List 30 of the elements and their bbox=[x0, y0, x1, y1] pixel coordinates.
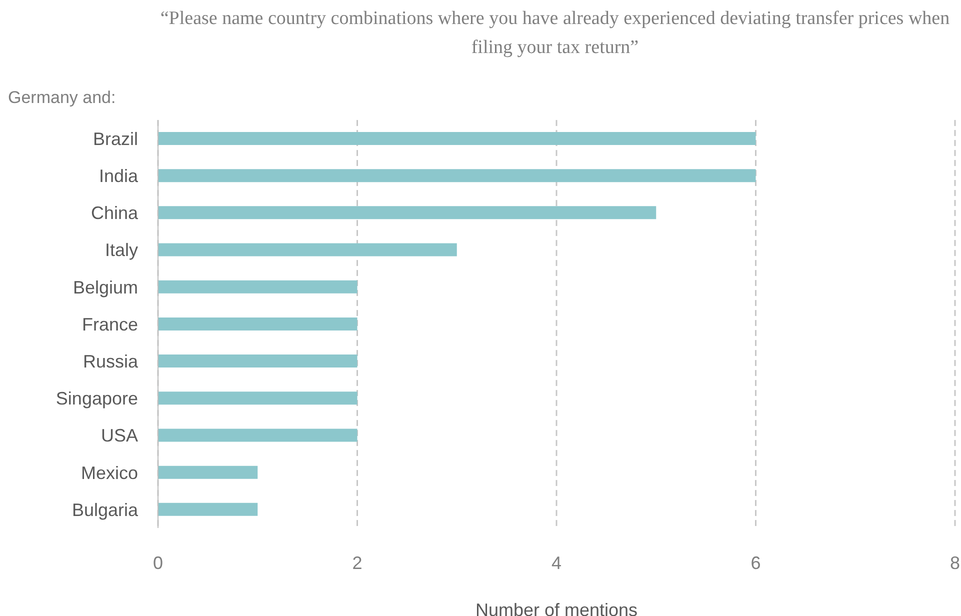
y-tick-label: Russia bbox=[82, 351, 139, 372]
x-tick-label: 2 bbox=[352, 552, 362, 573]
y-tick-label: Mexico bbox=[80, 462, 138, 483]
x-tick-label: 8 bbox=[950, 552, 960, 573]
y-tick-label: Belgium bbox=[72, 277, 138, 298]
y-tick-label: Italy bbox=[104, 240, 138, 260]
y-tick-label: Singapore bbox=[56, 388, 138, 409]
bar bbox=[158, 502, 258, 516]
bar bbox=[158, 466, 258, 479]
y-tick-label: USA bbox=[100, 426, 138, 446]
y-tick-label: Bulgaria bbox=[72, 500, 139, 520]
x-tick-label: 4 bbox=[551, 552, 562, 573]
bar bbox=[158, 132, 756, 145]
bar bbox=[158, 169, 756, 182]
bar bbox=[158, 206, 656, 220]
bar bbox=[158, 243, 457, 256]
y-axis-title: Germany and: bbox=[8, 88, 116, 108]
y-tick-label: India bbox=[98, 166, 139, 186]
x-axis-title: Number of mentions bbox=[475, 600, 638, 616]
bar bbox=[158, 392, 358, 405]
x-tick-label: 6 bbox=[750, 552, 761, 573]
bar bbox=[158, 317, 358, 330]
y-tick-label: China bbox=[90, 203, 139, 224]
x-tick-label: 0 bbox=[152, 552, 164, 573]
bar bbox=[158, 280, 358, 294]
chart-title: “Please name country combinations where you have already experienced deviating transfer prices when filing your tax return” bbox=[159, 7, 951, 60]
y-tick-label: France bbox=[82, 314, 138, 334]
bar bbox=[158, 354, 358, 368]
bar bbox=[158, 428, 358, 442]
y-tick-label: Brazil bbox=[92, 128, 138, 149]
